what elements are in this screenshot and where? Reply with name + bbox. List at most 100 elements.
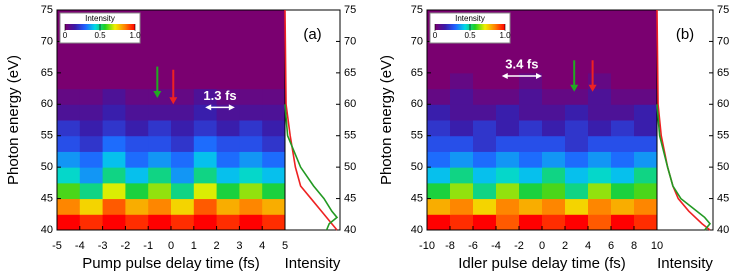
heatmap-cell: [588, 167, 612, 184]
spectrum-line: [284, 104, 339, 231]
heatmap-cell: [542, 72, 566, 90]
heatmap-cell: [171, 135, 195, 152]
heatmap-cell: [216, 88, 240, 105]
y-axis-label: Photon energy (eV): [5, 55, 22, 185]
heatmap-cell: [496, 88, 520, 105]
heatmap-cell: [565, 104, 589, 121]
heatmap-cell: [473, 120, 497, 137]
heatmap-cell: [239, 135, 263, 152]
y-tick-label: 75: [344, 4, 356, 16]
heatmap-cell: [148, 151, 172, 168]
heatmap-cell: [450, 120, 474, 137]
y-tick-label: 60: [41, 98, 53, 110]
y-tick-label: 75: [717, 4, 729, 16]
heatmap-cell: [193, 198, 218, 215]
heatmap-cell: [171, 167, 195, 184]
heatmap-cell: [427, 57, 451, 74]
heatmap-cell: [473, 72, 497, 90]
y-tick-label: 70: [717, 35, 729, 47]
heatmap-cell: [611, 198, 635, 215]
heatmap-cell: [216, 151, 240, 168]
y-tick-label: 65: [717, 67, 729, 79]
x-axis-label: Idler pulse delay time (fs): [458, 255, 626, 272]
heatmap-cell: [611, 182, 635, 200]
heatmap-cell: [79, 120, 104, 137]
heatmap-cell: [57, 182, 81, 200]
heatmap-cell: [542, 57, 566, 74]
heatmap-cell: [79, 135, 104, 152]
heatmap-cell: [588, 198, 612, 215]
heatmap-cell: [193, 182, 218, 200]
heatmap-cell: [611, 25, 635, 42]
heatmap-cell: [125, 214, 149, 231]
heatmap-cell: [57, 41, 81, 58]
heatmap-cell: [239, 182, 263, 200]
x-tick-label: 4: [259, 240, 265, 252]
heatmap-cell: [57, 72, 81, 90]
x-tick-label: 8: [631, 240, 637, 252]
heatmap-cell: [171, 104, 195, 121]
heatmap-cell: [519, 120, 543, 137]
spectrum-line: [656, 104, 712, 231]
y-tick-label: 65: [344, 67, 356, 79]
heatmap-cell: [239, 88, 263, 105]
annotation-head: [228, 104, 235, 111]
heatmap-cell: [193, 72, 218, 90]
heatmap-cell: [427, 88, 451, 105]
heatmap-cell: [102, 57, 126, 74]
y-tick-label: 50: [41, 161, 53, 173]
heatmap-cell: [57, 120, 81, 137]
heatmap-cell: [611, 41, 635, 58]
heatmap-cell: [496, 57, 520, 74]
heatmap-cell: [239, 41, 263, 58]
y-tick-label: 50: [344, 161, 356, 173]
heatmap-cell: [542, 25, 566, 42]
colorbar-tick-label: 0.5: [464, 31, 476, 40]
heatmap-cell: [79, 72, 104, 90]
heatmap-cell: [193, 151, 218, 168]
heatmap-cell: [542, 120, 566, 137]
heatmap-cell: [450, 214, 474, 231]
heatmap-cell: [193, 214, 218, 231]
y-axis-label: Photon energy (eV): [378, 55, 395, 185]
heatmap-cell: [239, 214, 263, 231]
heatmap-cell: [473, 57, 497, 74]
heatmap-cell: [611, 151, 635, 168]
heatmap-cell: [125, 104, 149, 121]
annotation-head: [501, 73, 508, 79]
y-tick-label: 55: [41, 130, 53, 142]
colorbar-tick-label: 0.5: [94, 31, 106, 40]
heatmap-cell: [634, 182, 658, 200]
heatmap-cell: [427, 72, 451, 90]
heatmap-cell: [473, 198, 497, 215]
y-tick-label: 75: [41, 4, 53, 16]
y-tick-label: 40: [41, 224, 53, 236]
heatmap-cell: [450, 182, 474, 200]
y-tick-label: 75: [411, 4, 423, 16]
heatmap-cell: [542, 167, 566, 184]
spectrum-x-label: Intensity: [657, 255, 713, 272]
heatmap-cell: [148, 120, 172, 137]
heatmap-cell: [565, 41, 589, 58]
heatmap-cell: [148, 10, 172, 27]
heatmap-cell: [565, 135, 589, 152]
heatmap-cell: [148, 167, 172, 184]
x-axis-label: Pump pulse delay time (fs): [82, 255, 260, 272]
heatmap-cell: [450, 151, 474, 168]
heatmap-cell: [102, 182, 126, 200]
x-tick-label: 4: [585, 240, 591, 252]
heatmap-cell: [148, 41, 172, 58]
heatmap-cell: [216, 104, 240, 121]
heatmap-cell: [193, 104, 218, 121]
heatmap-cell: [262, 25, 286, 42]
heatmap-cell: [102, 104, 126, 121]
heatmap-cell: [148, 57, 172, 74]
heatmap-cell: [102, 151, 126, 168]
heatmap-cell: [171, 41, 195, 58]
heatmap-cell: [634, 72, 658, 90]
annotation-text: 1.3 fs: [203, 88, 236, 103]
heatmap-cell: [239, 120, 263, 137]
arrow-head: [169, 97, 178, 105]
heatmap-cell: [611, 10, 635, 27]
heatmap-cell: [427, 167, 451, 184]
